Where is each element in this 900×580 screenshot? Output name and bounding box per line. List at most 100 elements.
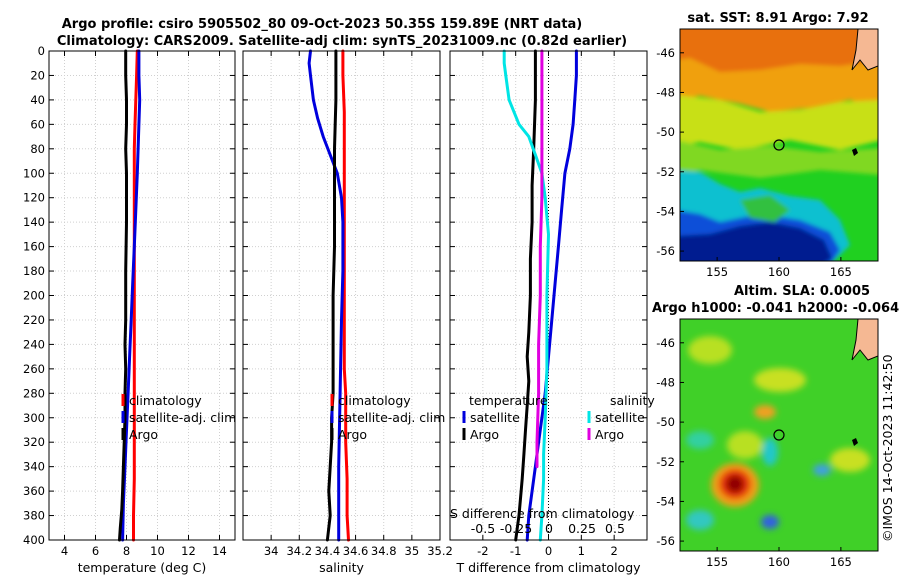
sla-field: [686, 336, 870, 530]
series-line-temperature-argo: [514, 49, 537, 542]
x-tick-label: 12: [181, 544, 196, 558]
y-tick-label: -52: [656, 455, 675, 469]
x-tick-label: 14: [212, 544, 227, 558]
y-tick-label: -50: [656, 125, 675, 139]
secondary-tick-label: 0.25: [568, 521, 596, 536]
legend-label-argo: Argo: [338, 427, 367, 442]
y-tick-label: -46: [656, 336, 675, 350]
x-tick-label: 35: [405, 544, 420, 558]
x-tick-label: 155: [706, 555, 728, 569]
y-tick-label: 340: [23, 460, 45, 474]
secondary-tick-label: 0.5: [605, 521, 625, 536]
sst-orange-region: [680, 58, 878, 112]
sla-map-title-line2: Argo h1000: -0.041 h2000: -0.064: [652, 301, 899, 316]
x-tick-label: 34.6: [343, 544, 369, 558]
x-tick-label: 4: [61, 544, 68, 558]
x-tick-label: 34.2: [286, 544, 312, 558]
sst-map-axes: 155 160 165 -46 -48 -50 -52 -54 -56: [656, 46, 852, 279]
sst-yellow-region: [680, 95, 878, 150]
series-line-climatology: [341, 49, 350, 542]
series-line-satellite-adj-clim: [121, 49, 142, 542]
y-tick-label: 220: [23, 313, 45, 327]
x-axis-label: T difference from climatology: [455, 560, 641, 575]
y-tick-label: 20: [30, 68, 45, 82]
series-line-argo: [118, 49, 128, 542]
secondary-axis-label: S difference from climatology: [450, 506, 635, 521]
y-tick-label: 200: [23, 289, 45, 303]
x-tick-label: 34: [264, 544, 279, 558]
y-tick-label: -50: [656, 415, 675, 429]
y-tick-label: 80: [30, 142, 45, 156]
y-tick-label: 60: [30, 117, 45, 131]
salinity-legend: climatology satellite-adj. clim Argo: [330, 393, 445, 442]
x-tick-label: 10: [150, 544, 165, 558]
x-tick-label: 155: [706, 265, 728, 279]
x-axis-label: salinity: [319, 560, 364, 575]
sla-yellow-patch: [727, 431, 763, 459]
secondary-tick-label: 0: [545, 521, 553, 536]
sla-map-title-line1: Altim. SLA: 0.0005: [734, 284, 870, 299]
sla-yellow-patch: [688, 336, 732, 364]
x-axis-label: temperature (deg C): [78, 560, 207, 575]
sla-cyan-patch: [686, 431, 714, 449]
legend-label-satellite: satellite-adj. clim: [338, 410, 445, 425]
sst-map: [680, 29, 878, 261]
legend-label-sal-argo: Argo: [595, 427, 624, 442]
argo-location-marker: [773, 429, 785, 441]
x-tick-label: -2: [477, 544, 488, 558]
x-tick-label: 34.4: [315, 544, 341, 558]
y-tick-label: 380: [23, 509, 45, 523]
y-tick-label: 0: [38, 44, 45, 58]
difference-profile-plot: -2 -1 0 1 2 T difference from climatology: [449, 49, 648, 575]
y-tick-label: 280: [23, 386, 45, 400]
y-tick-label: 100: [23, 166, 45, 180]
salinity-profile-plot: 34 34.2 34.4 34.6 34.8 35 35.2 salinity: [242, 49, 453, 575]
sla-blue-patch: [813, 464, 831, 476]
legend-header-salinity: salinity: [610, 393, 655, 408]
axes-frame: [449, 50, 648, 541]
legend-label-temp-satellite: satellite: [470, 410, 520, 425]
series-line-salinity-argo: [535, 49, 544, 469]
y-tick-label: 360: [23, 484, 45, 498]
legend-label-satellite: satellite-adj. clim: [129, 410, 236, 425]
sst-darkblue-region: [680, 222, 832, 261]
difference-legend: temperature salinity satellite Argo sate…: [462, 393, 655, 442]
y-tick-label: 180: [23, 264, 45, 278]
argo-location-marker: [773, 139, 785, 151]
sst-yellowgreen-region: [680, 140, 878, 178]
y-tick-label: -48: [656, 375, 675, 389]
series-line-salinity-satellite: [502, 49, 550, 542]
sla-orange-patch: [754, 405, 776, 419]
imos-timestamp: ©IMOS 14-Oct-2023 11:42:50: [880, 354, 895, 542]
y-tick-label: 320: [23, 435, 45, 449]
x-tick-label: 34.8: [371, 544, 397, 558]
legend-header-temperature: temperature: [469, 393, 548, 408]
y-tick-label: -54: [656, 494, 675, 508]
sla-yellow-patch: [830, 448, 870, 472]
y-tick-label: 140: [23, 215, 45, 229]
temperature-legend: climatology satellite-adj. clim Argo: [121, 393, 236, 442]
legend-label-argo: Argo: [129, 427, 158, 442]
x-tick-label: 165: [830, 555, 852, 569]
x-tick-label: 2: [611, 544, 618, 558]
figure-title-line1: Argo profile: csiro 5905502_80 09-Oct-20…: [62, 17, 583, 32]
sla-map-axes: 155 160 165 -46 -48 -50 -52 -54 -56: [656, 336, 852, 569]
y-tick-label: -54: [656, 204, 675, 218]
y-tick-label: -56: [656, 244, 675, 258]
x-tick-label: 0: [545, 544, 552, 558]
y-tick-label: -46: [656, 46, 675, 60]
secondary-axis-ticks: -0.5 -0.25 0 0.25 0.5: [471, 521, 625, 536]
y-tick-label: 400: [23, 533, 45, 547]
x-tick-label: 35.2: [427, 544, 453, 558]
series-line-satellite-adj-clim: [307, 49, 345, 542]
y-tick-label: -56: [656, 534, 675, 548]
island-icon: [852, 438, 858, 446]
legend-label-climatology: climatology: [129, 393, 202, 408]
sla-warm-eddy-core: [726, 475, 744, 493]
sst-field: [680, 29, 878, 261]
x-tick-label: 6: [92, 544, 99, 558]
x-tick-label: 8: [123, 544, 130, 558]
y-tick-label: 240: [23, 337, 45, 351]
x-tick-label: -1: [510, 544, 521, 558]
